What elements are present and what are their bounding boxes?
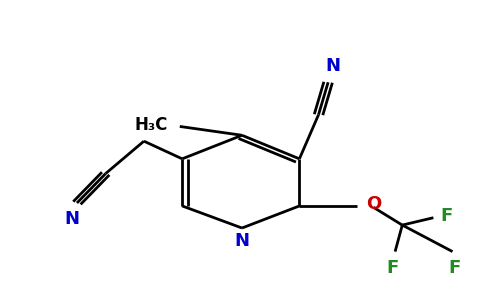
Text: F: F (449, 259, 461, 277)
Text: N: N (65, 210, 80, 228)
Text: O: O (366, 196, 382, 214)
Text: N: N (325, 57, 340, 75)
Text: F: F (387, 259, 399, 277)
Text: N: N (235, 232, 249, 250)
Text: F: F (440, 207, 453, 225)
Text: H₃C: H₃C (135, 116, 168, 134)
